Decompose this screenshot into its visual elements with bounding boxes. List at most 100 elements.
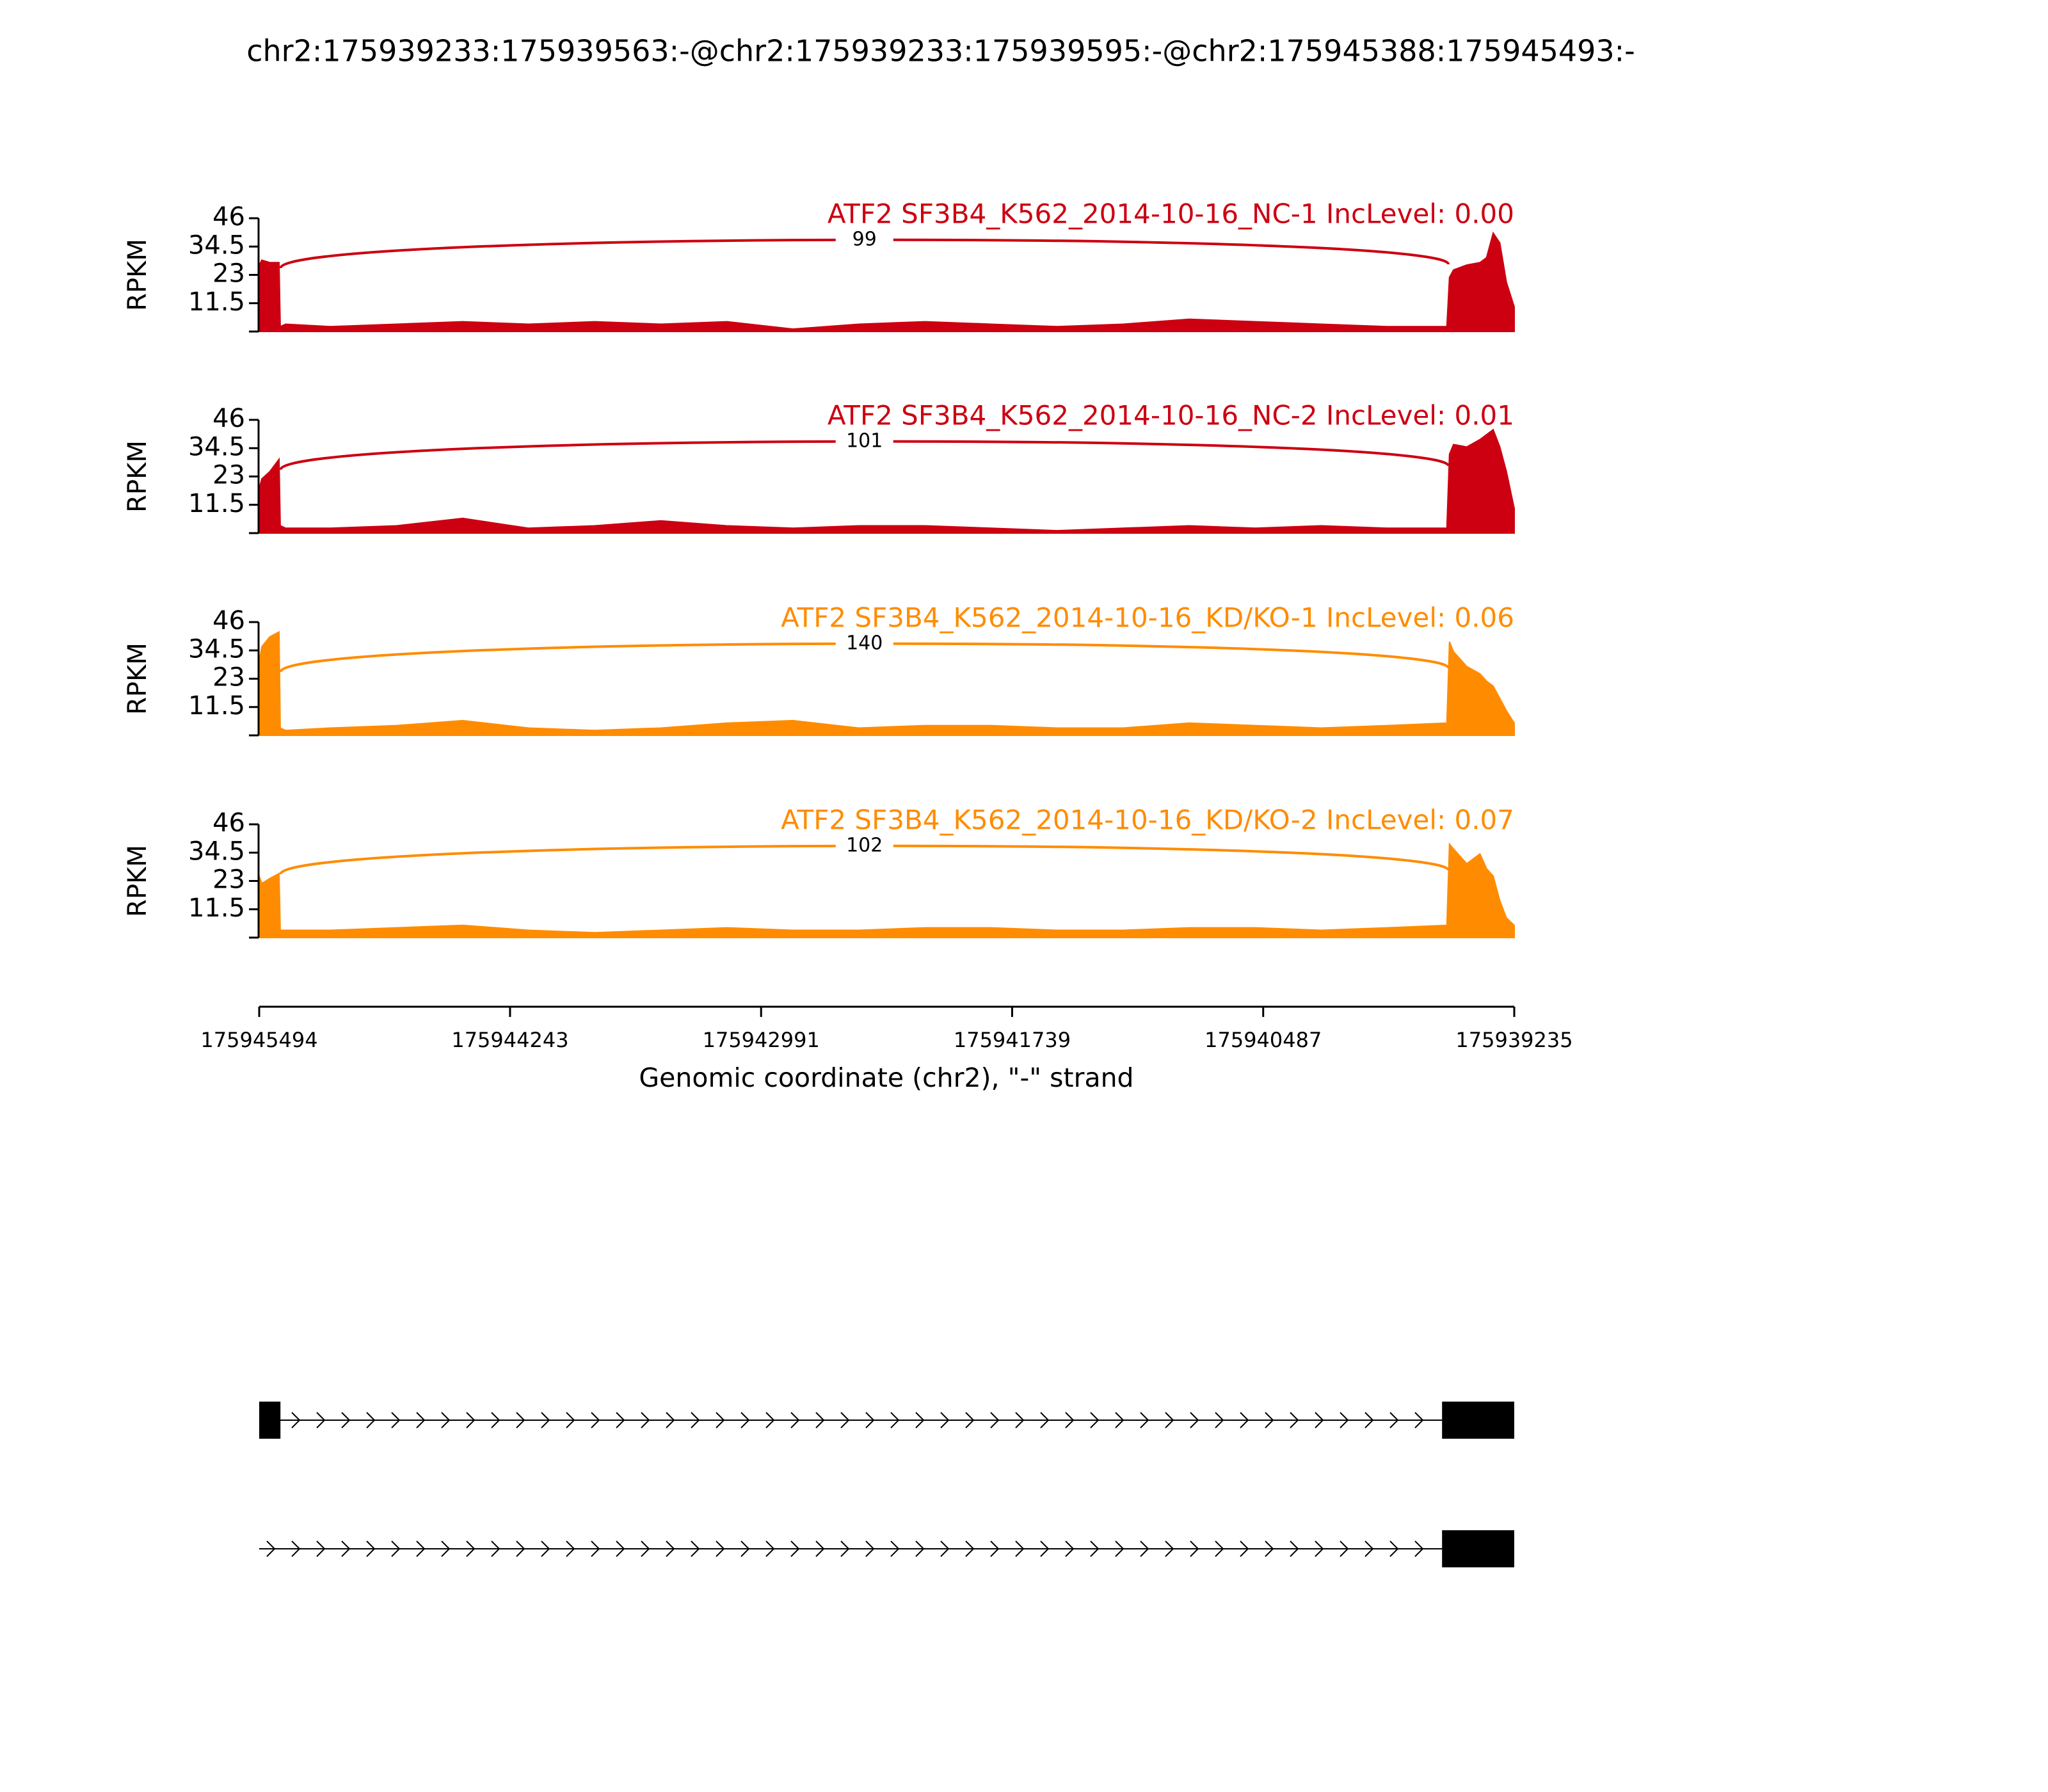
- strand-arrow: [1215, 1412, 1224, 1428]
- y-tick-label: 34.5: [188, 230, 245, 260]
- strand-arrow: [1040, 1540, 1050, 1557]
- strand-arrow: [591, 1412, 600, 1428]
- y-tick-label: 46: [212, 202, 245, 232]
- strand-arrow: [1265, 1412, 1274, 1428]
- strand-arrow: [541, 1540, 550, 1557]
- strand-arrow: [990, 1540, 1000, 1557]
- series-label: ATF2 SF3B4_K562_2014-10-16_NC-2 IncLevel…: [828, 400, 1514, 431]
- strand-arrow: [1340, 1412, 1349, 1428]
- x-tick-label: 175940487: [1204, 1028, 1322, 1052]
- strand-arrow: [1065, 1412, 1075, 1428]
- y-axis-label: RPKM: [123, 440, 152, 513]
- strand-arrow: [441, 1540, 451, 1557]
- coverage-area: [259, 842, 1515, 938]
- strand-arrow: [1140, 1412, 1149, 1428]
- x-tick-label: 175939235: [1455, 1028, 1572, 1052]
- strand-arrow: [641, 1540, 650, 1557]
- strand-arrow: [1389, 1540, 1399, 1557]
- strand-arrow: [1340, 1540, 1349, 1557]
- strand-arrow: [1389, 1412, 1399, 1428]
- strand-arrow: [1040, 1412, 1050, 1428]
- y-tick-label: 34.5: [188, 836, 245, 866]
- strand-arrow: [740, 1412, 750, 1428]
- strand-arrow: [641, 1412, 650, 1428]
- strand-arrow: [765, 1540, 775, 1557]
- junction-label-bg: [835, 431, 893, 452]
- strand-arrow: [341, 1540, 351, 1557]
- junction-count: 102: [846, 834, 883, 856]
- strand-arrow: [1315, 1412, 1324, 1428]
- strand-arrow: [591, 1540, 600, 1557]
- strand-arrow: [1090, 1412, 1100, 1428]
- strand-arrow: [840, 1540, 850, 1557]
- junction-label-bg: [835, 835, 893, 856]
- strand-arrow: [391, 1412, 401, 1428]
- x-tick-label: 175941739: [954, 1028, 1071, 1052]
- coverage-area: [259, 428, 1515, 534]
- strand-arrow: [865, 1412, 875, 1428]
- strand-arrow: [740, 1540, 750, 1557]
- strand-arrow: [666, 1412, 675, 1428]
- strand-arrow: [965, 1412, 975, 1428]
- strand-arrow: [316, 1540, 326, 1557]
- strand-arrow: [1115, 1540, 1124, 1557]
- strand-arrow: [1140, 1540, 1149, 1557]
- chart-title: chr2:175939233:175939563:-@chr2:17593923…: [246, 34, 1635, 68]
- strand-arrow: [915, 1540, 925, 1557]
- strand-arrow: [391, 1540, 401, 1557]
- strand-arrow: [1240, 1540, 1249, 1557]
- exon: [259, 1402, 281, 1439]
- strand-arrow: [416, 1540, 426, 1557]
- x-tick-label: 175945494: [200, 1028, 317, 1052]
- strand-arrow: [1364, 1412, 1374, 1428]
- y-tick-label: 46: [212, 404, 245, 433]
- strand-arrow: [1165, 1540, 1174, 1557]
- strand-arrow: [1414, 1540, 1424, 1557]
- strand-arrow: [1015, 1412, 1025, 1428]
- strand-arrow: [466, 1540, 476, 1557]
- strand-arrow: [691, 1540, 700, 1557]
- strand-arrow: [316, 1412, 326, 1428]
- strand-arrow: [416, 1412, 426, 1428]
- strand-arrow: [940, 1412, 950, 1428]
- strand-arrow: [1265, 1540, 1274, 1557]
- strand-arrow: [1215, 1540, 1224, 1557]
- coverage-area: [259, 231, 1515, 332]
- strand-arrow: [790, 1412, 800, 1428]
- strand-arrow: [1364, 1540, 1374, 1557]
- strand-arrow: [266, 1540, 276, 1557]
- strand-arrow: [890, 1540, 900, 1557]
- coverage-area: [259, 630, 1515, 736]
- y-axis-label: RPKM: [123, 239, 152, 311]
- strand-arrow: [815, 1540, 825, 1557]
- y-tick-label: 23: [212, 865, 245, 895]
- series-label: ATF2 SF3B4_K562_2014-10-16_NC-1 IncLevel…: [828, 198, 1514, 230]
- strand-arrow: [965, 1540, 975, 1557]
- strand-arrow: [366, 1540, 376, 1557]
- strand-arrow: [1414, 1412, 1424, 1428]
- strand-arrow: [1090, 1540, 1100, 1557]
- strand-arrow: [790, 1540, 800, 1557]
- strand-arrow: [441, 1412, 451, 1428]
- strand-arrow: [840, 1412, 850, 1428]
- strand-arrow: [1165, 1412, 1174, 1428]
- strand-arrow: [865, 1540, 875, 1557]
- strand-arrow: [815, 1412, 825, 1428]
- x-tick-label: 175942991: [703, 1028, 820, 1052]
- strand-arrow: [666, 1540, 675, 1557]
- strand-arrow: [716, 1540, 725, 1557]
- series-label: ATF2 SF3B4_K562_2014-10-16_KD/KO-2 IncLe…: [781, 804, 1514, 836]
- strand-arrow: [541, 1412, 550, 1428]
- y-tick-label: 34.5: [188, 432, 245, 461]
- strand-arrow: [516, 1412, 525, 1428]
- strand-arrow: [616, 1540, 625, 1557]
- y-tick-label: 46: [212, 808, 245, 838]
- strand-arrow: [1190, 1412, 1199, 1428]
- strand-arrow: [341, 1412, 351, 1428]
- strand-arrow: [566, 1412, 575, 1428]
- x-axis-label: Genomic coordinate (chr2), "-" strand: [639, 1062, 1133, 1093]
- y-axis-label: RPKM: [123, 845, 152, 917]
- strand-arrow: [1240, 1412, 1249, 1428]
- strand-arrow: [516, 1540, 525, 1557]
